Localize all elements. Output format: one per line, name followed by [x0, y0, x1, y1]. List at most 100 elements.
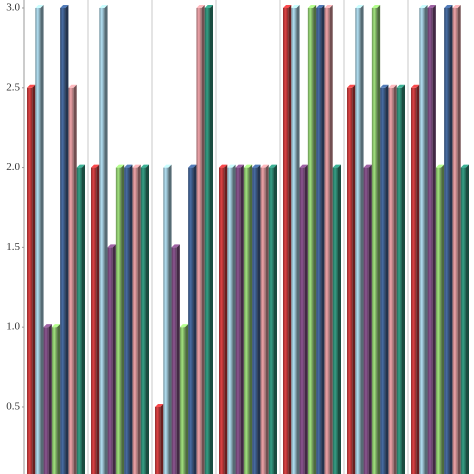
- bar-side: [393, 84, 397, 474]
- bar-top: [91, 164, 100, 168]
- bar-top: [35, 4, 44, 8]
- bar-top: [388, 84, 397, 88]
- bar-side: [240, 164, 244, 474]
- bar: [324, 7, 330, 474]
- bar-top: [171, 244, 180, 248]
- bar-side: [352, 84, 356, 474]
- bar: [91, 167, 97, 474]
- bar-top: [299, 164, 308, 168]
- bar-top: [460, 164, 469, 168]
- bar-side: [402, 84, 405, 474]
- bar: [163, 167, 169, 474]
- bar-side: [201, 4, 205, 474]
- bar-side: [449, 4, 453, 474]
- bar: [115, 167, 122, 474]
- bar-side: [160, 403, 164, 474]
- bar: [76, 167, 82, 474]
- bar-top: [76, 164, 85, 168]
- bar-top: [243, 164, 253, 168]
- bar: [452, 7, 458, 474]
- bar: [107, 247, 113, 474]
- bar-side: [377, 4, 381, 474]
- bar-side: [65, 4, 69, 474]
- bar: [27, 87, 33, 474]
- bar: [411, 87, 417, 474]
- bar-top: [411, 84, 420, 88]
- bar-top: [204, 4, 213, 8]
- bar-side: [176, 244, 180, 474]
- bar: [427, 7, 433, 474]
- bar: [444, 7, 450, 474]
- bar-top: [179, 324, 189, 328]
- bar-top: [132, 164, 141, 168]
- bar-side: [82, 164, 85, 474]
- bar-side: [296, 4, 300, 474]
- bar: [363, 167, 369, 474]
- bar: [299, 167, 305, 474]
- bar-side: [224, 164, 228, 474]
- bar-top: [196, 4, 205, 8]
- bar: [155, 406, 161, 474]
- bar-side: [146, 164, 149, 474]
- bar: [99, 7, 105, 474]
- bar-top: [347, 84, 356, 88]
- bar-side: [32, 84, 36, 474]
- bar-top: [355, 4, 364, 8]
- bar-side: [457, 4, 461, 474]
- bar-top: [380, 84, 389, 88]
- bar-top: [51, 324, 61, 328]
- bar: [140, 167, 146, 474]
- bar-side: [329, 4, 333, 474]
- bar-top: [107, 244, 116, 248]
- bar-top: [452, 4, 461, 8]
- bar: [316, 7, 322, 474]
- bar-side: [304, 164, 308, 474]
- bar-side: [466, 164, 469, 474]
- bar-top: [115, 164, 125, 168]
- bar-side: [321, 4, 325, 474]
- bar-side: [57, 324, 61, 474]
- bar-side: [210, 4, 213, 474]
- bar: [43, 327, 49, 474]
- bar-top: [444, 4, 453, 8]
- bar-top: [260, 164, 269, 168]
- bar-side: [40, 4, 44, 474]
- bar-top: [252, 164, 261, 168]
- bar-side: [360, 4, 364, 474]
- bar: [132, 167, 138, 474]
- bar: [268, 167, 274, 474]
- bar-top: [427, 4, 436, 8]
- bar-top: [283, 4, 292, 8]
- bar-top: [99, 4, 108, 8]
- bar-side: [441, 164, 445, 474]
- bar-side: [338, 164, 341, 474]
- bar-side: [313, 4, 317, 474]
- bar-top: [43, 324, 52, 328]
- bar-side: [121, 164, 125, 474]
- bar-top: [60, 4, 69, 8]
- bar-side: [185, 324, 189, 474]
- bar: [435, 167, 442, 474]
- bar-side: [137, 164, 141, 474]
- bar: [307, 7, 314, 474]
- bar: [243, 167, 250, 474]
- bar-top: [227, 164, 236, 168]
- bar-top: [291, 4, 300, 8]
- bar-side: [129, 164, 133, 474]
- bar-side: [232, 164, 236, 474]
- bar-side: [368, 164, 372, 474]
- bar-top: [140, 164, 149, 168]
- bar-side: [112, 244, 116, 474]
- bar-top: [419, 4, 428, 8]
- bar-side: [416, 84, 420, 474]
- bar: [396, 87, 402, 474]
- bar: [124, 167, 130, 474]
- bar: [188, 167, 194, 474]
- bar-top: [324, 4, 333, 8]
- y-tick-label: 0.5: [6, 401, 20, 413]
- bar-top: [316, 4, 325, 8]
- bar-top: [219, 164, 228, 168]
- bar-top: [27, 84, 36, 88]
- bar-side: [104, 4, 108, 474]
